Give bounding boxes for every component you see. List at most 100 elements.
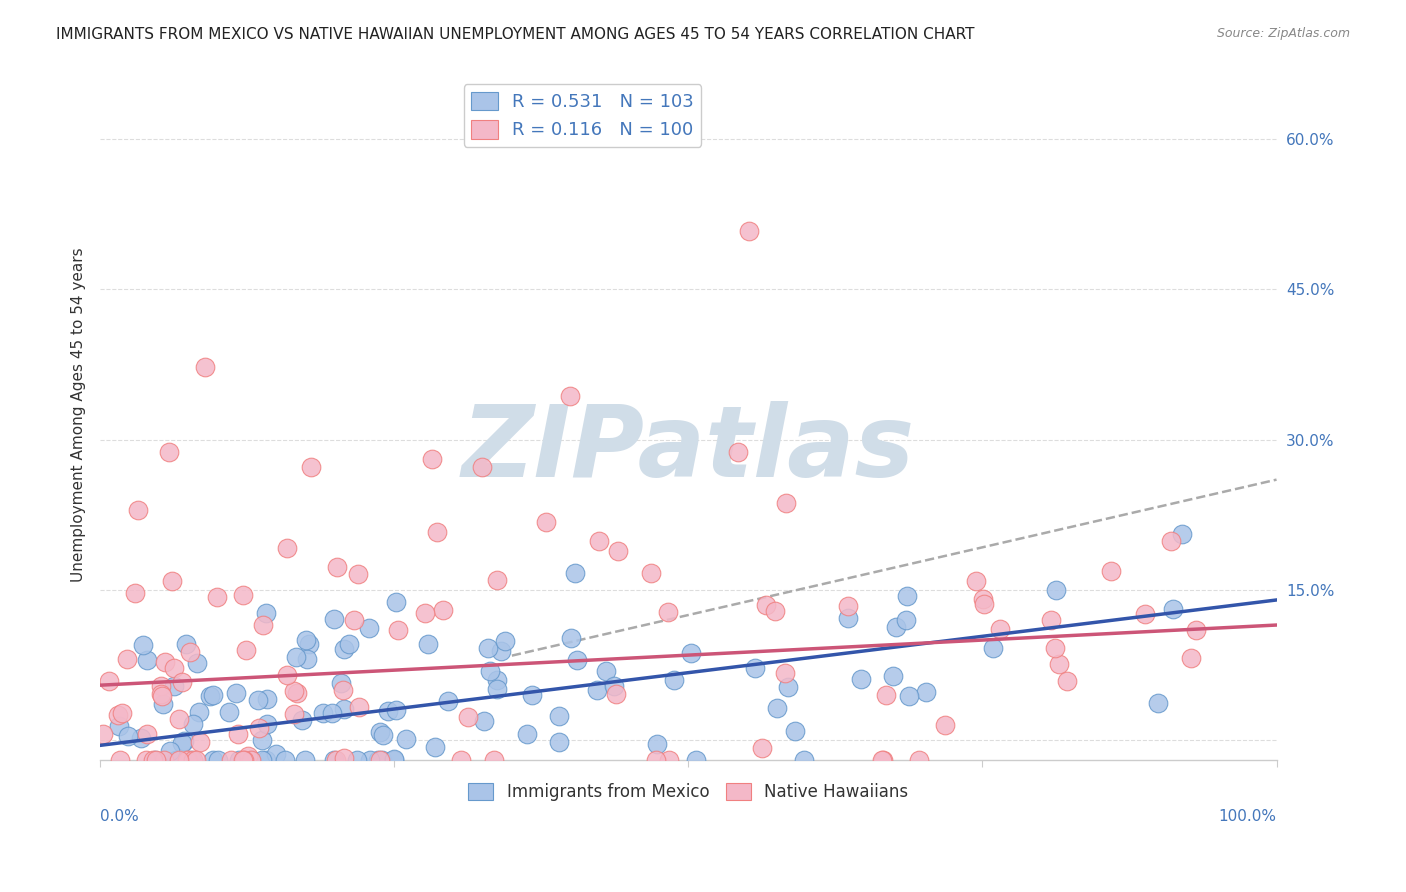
Point — [872, 753, 894, 767]
Point — [297, 651, 319, 665]
Point — [595, 665, 617, 679]
Point — [235, 642, 257, 657]
Point — [232, 753, 254, 767]
Point — [108, 719, 131, 733]
Point — [149, 687, 172, 701]
Point — [875, 688, 897, 702]
Point — [188, 706, 211, 720]
Point — [657, 606, 679, 620]
Point — [645, 753, 668, 767]
Point — [346, 753, 368, 767]
Point — [882, 669, 904, 683]
Point — [256, 717, 278, 731]
Point — [150, 679, 173, 693]
Point — [111, 706, 134, 721]
Point — [238, 749, 260, 764]
Point — [347, 567, 370, 582]
Point — [516, 726, 538, 740]
Point — [127, 503, 149, 517]
Point — [773, 665, 796, 680]
Point — [472, 714, 495, 729]
Point — [285, 686, 308, 700]
Point — [972, 591, 994, 606]
Point — [322, 753, 344, 767]
Point — [471, 460, 494, 475]
Point — [240, 753, 263, 767]
Point — [645, 737, 668, 751]
Legend: Immigrants from Mexico, Native Hawaiians: Immigrants from Mexico, Native Hawaiians — [461, 776, 915, 807]
Point — [343, 613, 366, 627]
Point — [152, 697, 174, 711]
Point — [332, 702, 354, 716]
Point — [179, 645, 201, 659]
Point — [198, 689, 221, 703]
Point — [163, 679, 186, 693]
Point — [143, 753, 166, 767]
Point — [988, 623, 1011, 637]
Point — [371, 753, 394, 767]
Point — [484, 753, 506, 767]
Point — [837, 599, 859, 614]
Point — [898, 690, 921, 704]
Point — [486, 673, 509, 687]
Point — [872, 753, 894, 767]
Point — [163, 661, 186, 675]
Point — [934, 718, 956, 732]
Point — [157, 445, 180, 459]
Point — [167, 713, 190, 727]
Point — [172, 674, 194, 689]
Point — [785, 723, 807, 738]
Point — [142, 753, 165, 767]
Point — [548, 709, 571, 723]
Point — [150, 689, 173, 703]
Point — [330, 676, 353, 690]
Point — [477, 641, 499, 656]
Point — [394, 731, 416, 746]
Point — [520, 688, 543, 702]
Point — [738, 224, 761, 238]
Point — [1161, 602, 1184, 616]
Point — [560, 631, 582, 645]
Point — [312, 706, 335, 720]
Point — [485, 681, 508, 696]
Point — [188, 735, 211, 749]
Point — [337, 637, 360, 651]
Point — [416, 637, 439, 651]
Point — [239, 753, 262, 767]
Point — [1056, 674, 1078, 689]
Point — [679, 647, 702, 661]
Point — [432, 603, 454, 617]
Point — [254, 753, 277, 767]
Point — [219, 753, 242, 767]
Point — [368, 753, 391, 767]
Point — [1185, 623, 1208, 637]
Point — [420, 451, 443, 466]
Point — [565, 652, 588, 666]
Point — [136, 653, 159, 667]
Point — [765, 604, 787, 618]
Point — [129, 731, 152, 745]
Point — [685, 753, 707, 767]
Point — [884, 620, 907, 634]
Point — [605, 687, 627, 701]
Point — [1099, 565, 1122, 579]
Point — [124, 586, 146, 600]
Point — [894, 613, 917, 627]
Point — [658, 753, 681, 767]
Point — [298, 637, 321, 651]
Point — [423, 740, 446, 755]
Point — [385, 703, 408, 717]
Point — [973, 598, 995, 612]
Point — [1146, 696, 1168, 710]
Point — [218, 705, 240, 719]
Point — [226, 727, 249, 741]
Point — [368, 724, 391, 739]
Point — [727, 445, 749, 459]
Point — [180, 753, 202, 767]
Point — [603, 680, 626, 694]
Point — [256, 692, 278, 706]
Point — [485, 574, 508, 588]
Point — [754, 599, 776, 613]
Point — [115, 651, 138, 665]
Text: 0.0%: 0.0% — [100, 809, 139, 824]
